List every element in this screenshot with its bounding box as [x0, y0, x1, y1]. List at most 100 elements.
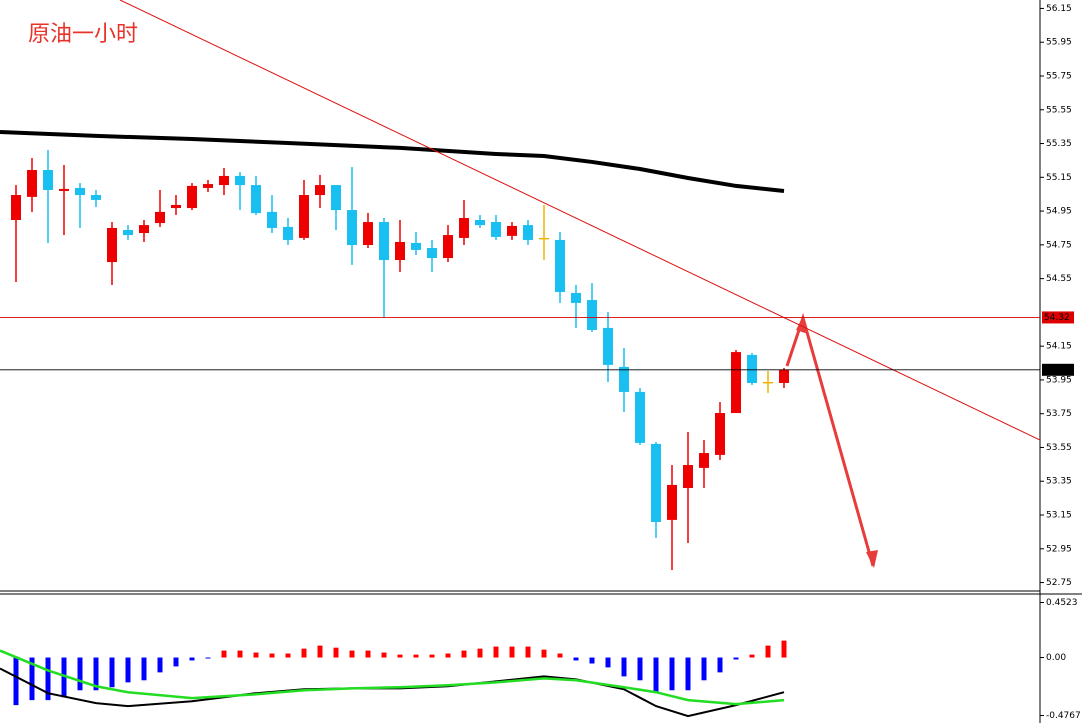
- histogram-bar: [669, 657, 675, 691]
- candle-body: [331, 185, 341, 211]
- histogram-bar: [637, 657, 643, 681]
- y-tick-label: 54.55: [1046, 274, 1072, 284]
- candle-body: [283, 226, 293, 240]
- histogram-bar: [237, 650, 243, 658]
- candle-body: [507, 225, 517, 236]
- histogram-bar: [605, 657, 611, 668]
- candle-body: [427, 248, 437, 259]
- histogram-bar: [573, 657, 579, 661]
- candle-body: [107, 227, 117, 263]
- candle-body: [235, 175, 245, 186]
- histogram-bar: [349, 650, 355, 658]
- candle-body: [203, 184, 213, 188]
- candle-body: [139, 225, 149, 234]
- histogram-bar: [157, 657, 163, 673]
- histogram-bar: [477, 648, 483, 658]
- candle-body: [475, 220, 485, 226]
- y-tick-label: 52.95: [1046, 544, 1072, 554]
- histogram-bar: [93, 657, 99, 691]
- histogram-bar: [781, 640, 787, 658]
- y-tick-label: -0.4767: [1046, 711, 1081, 721]
- y-tick-label: 53.15: [1046, 511, 1072, 521]
- y-tick-label: 53.95: [1046, 375, 1072, 385]
- histogram-bar: [301, 648, 307, 658]
- y-tick-label: 55.75: [1046, 71, 1072, 81]
- price-label: 54.01: [1044, 365, 1070, 375]
- histogram-bar: [493, 646, 499, 658]
- line-series: [0, 649, 785, 706]
- candle-body: [571, 292, 581, 303]
- histogram-bar: [685, 657, 691, 691]
- candle-body: [747, 354, 757, 383]
- chart-title: 原油一小时: [28, 22, 138, 47]
- histogram-bar: [509, 646, 515, 658]
- candle-body: [187, 185, 197, 209]
- y-tick-label: 54.95: [1046, 207, 1072, 217]
- candle-body: [523, 225, 533, 240]
- histogram-bar: [141, 657, 147, 681]
- price-label: 54.32: [1044, 313, 1070, 323]
- candle-body: [251, 185, 261, 214]
- candle-body: [11, 195, 21, 221]
- candle-body: [43, 170, 53, 190]
- histogram-bar: [525, 646, 531, 658]
- candle-body: [411, 242, 421, 250]
- histogram-bar: [285, 653, 291, 658]
- y-tick-label: 55.35: [1046, 139, 1072, 149]
- candle-body: [299, 195, 309, 238]
- candle-body: [219, 175, 229, 186]
- y-tick-label: 0.00: [1046, 653, 1066, 663]
- arrow-head: [866, 550, 878, 568]
- histogram-bar: [765, 645, 771, 658]
- candle-body: [91, 195, 101, 200]
- histogram-bar: [749, 654, 755, 658]
- histogram-bar: [317, 645, 323, 658]
- candle-body: [75, 187, 85, 196]
- candle-body: [27, 170, 37, 197]
- histogram-bar: [717, 657, 723, 673]
- price-label-bg: [1042, 311, 1074, 324]
- candle-body: [587, 300, 597, 330]
- histogram-bar: [429, 654, 435, 658]
- histogram-bar: [461, 650, 467, 658]
- candle-body: [555, 239, 565, 292]
- histogram-bar: [701, 657, 707, 681]
- candle-body: [603, 327, 613, 365]
- y-tick-label: 54.15: [1046, 342, 1072, 352]
- y-tick-label: 52.75: [1046, 578, 1072, 588]
- candle-body: [667, 484, 677, 520]
- y-tick-label: 53.35: [1046, 477, 1072, 487]
- histogram-bar: [269, 653, 275, 658]
- histogram-bar: [221, 650, 227, 658]
- histogram-bar: [381, 652, 387, 658]
- histogram-bar: [653, 657, 659, 693]
- candle-body: [443, 235, 453, 259]
- line-series: [0, 130, 785, 193]
- candle-body: [347, 210, 357, 246]
- candle-body: [379, 222, 389, 261]
- histogram-bar: [397, 654, 403, 658]
- candle-body: [651, 443, 661, 522]
- candle-body: [683, 465, 693, 488]
- candle-body: [779, 369, 789, 383]
- histogram-bar: [541, 649, 547, 658]
- candle-body: [619, 366, 629, 392]
- y-tick-label: 55.95: [1046, 38, 1072, 48]
- histogram-bar: [333, 647, 339, 658]
- candle-body: [539, 237, 549, 240]
- candle-body: [363, 222, 373, 246]
- candle-body: [731, 352, 741, 414]
- y-tick-label: 53.75: [1046, 409, 1072, 419]
- histogram-bar: [45, 657, 51, 701]
- candle-body: [395, 241, 405, 261]
- histogram-bar: [13, 657, 19, 706]
- arrow-head: [796, 316, 808, 334]
- candle-body: [315, 185, 325, 196]
- candle-body: [699, 453, 709, 468]
- histogram-bar: [29, 657, 35, 701]
- histogram-bar: [253, 652, 259, 658]
- histogram-bar: [189, 657, 195, 661]
- candle-body: [715, 413, 725, 455]
- histogram-bar: [733, 657, 739, 660]
